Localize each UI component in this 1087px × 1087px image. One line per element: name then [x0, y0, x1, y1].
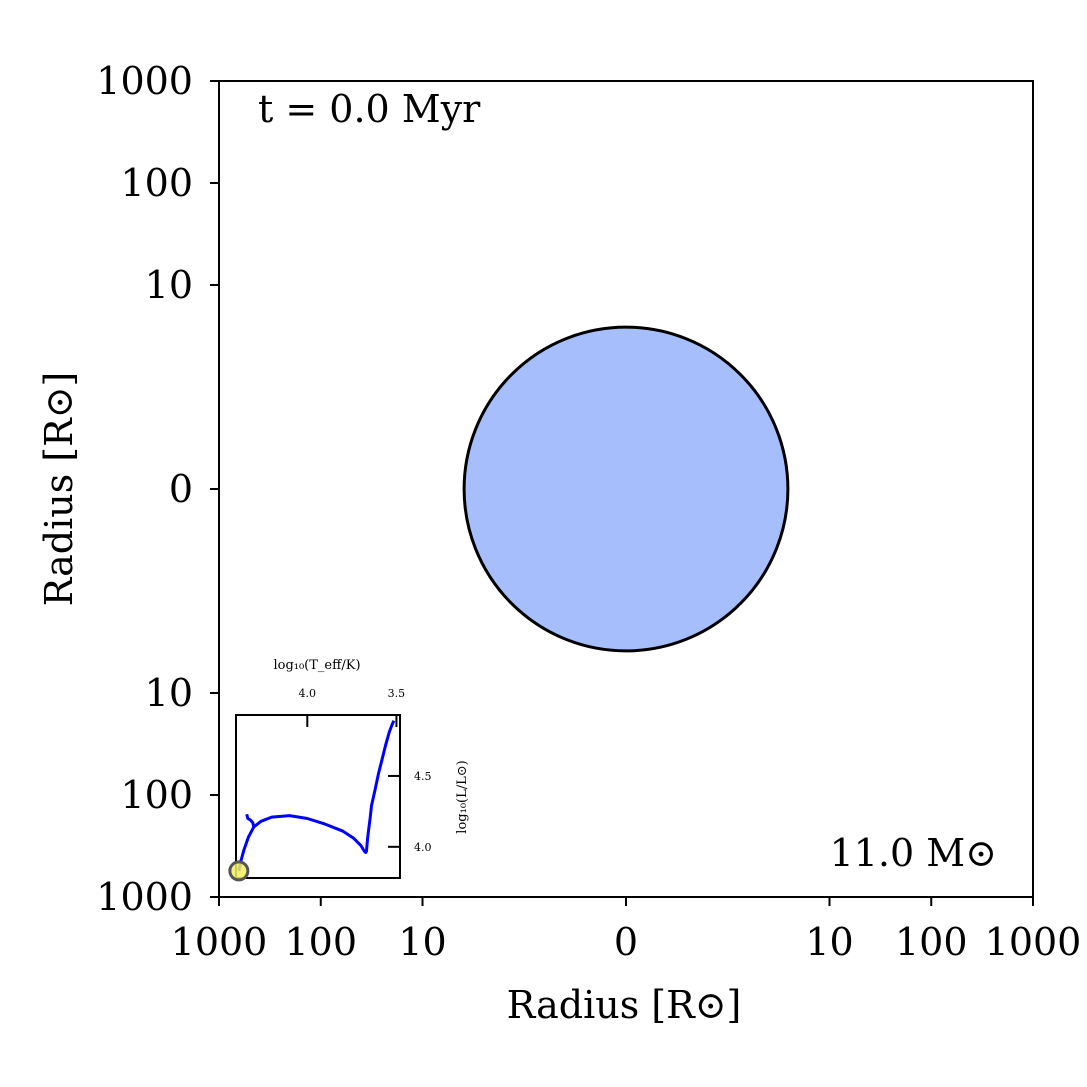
- inset-y-tick-label: 4.5: [414, 770, 432, 783]
- inset-y-axis-title: log₁₀(L/L⊙): [455, 760, 470, 833]
- y-tick-label: 0: [169, 467, 193, 511]
- y-tick-label: 1000: [96, 59, 193, 103]
- y-tick-label: 100: [120, 773, 193, 817]
- y-tick-label: 10: [145, 671, 193, 715]
- x-tick-label: 1000: [985, 920, 1082, 964]
- inset-frame: [235, 714, 401, 879]
- track-line: [237, 720, 396, 872]
- inset-x-axis-ticks: 4.0 3.5: [299, 687, 406, 727]
- x-tick-label: 10: [805, 920, 853, 964]
- x-tick-label: 100: [284, 920, 357, 964]
- x-tick-label: 0: [614, 920, 638, 964]
- star-disc: [462, 325, 790, 653]
- main-x-axis-ticks: 1000 100 10 0 10 100 1000: [171, 897, 1082, 964]
- inset-x-tick-label: 3.5: [388, 687, 406, 700]
- inset-y-tick-label: 4.0: [414, 841, 432, 854]
- hr-diagram-inset: 4.0 3.5 4.5 4.0 log₁₀(T_eff/K) log₁₀(L/L⊙): [228, 658, 470, 882]
- y-tick-label: 10: [145, 263, 193, 307]
- time-label: t = 0.0 Myr: [258, 87, 481, 131]
- main-y-axis-title: Radius [R⊙]: [37, 372, 81, 607]
- inset-x-axis-title: log₁₀(T_eff/K): [273, 658, 360, 673]
- mass-label: 11.0 M⊙: [830, 831, 997, 875]
- current-position-marker: [228, 860, 250, 882]
- y-tick-label: 100: [120, 161, 193, 205]
- x-tick-label: 10: [398, 920, 446, 964]
- x-tick-label: 100: [895, 920, 968, 964]
- x-tick-label: 1000: [171, 920, 268, 964]
- y-tick-label: 1000: [96, 875, 193, 919]
- inset-track-lines: [237, 720, 396, 872]
- inset-y-axis-ticks: 4.5 4.0: [388, 770, 432, 854]
- main-x-axis-title: Radius [R⊙]: [507, 983, 742, 1027]
- inset-x-tick-label: 4.0: [299, 687, 317, 700]
- track-line: [245, 813, 256, 828]
